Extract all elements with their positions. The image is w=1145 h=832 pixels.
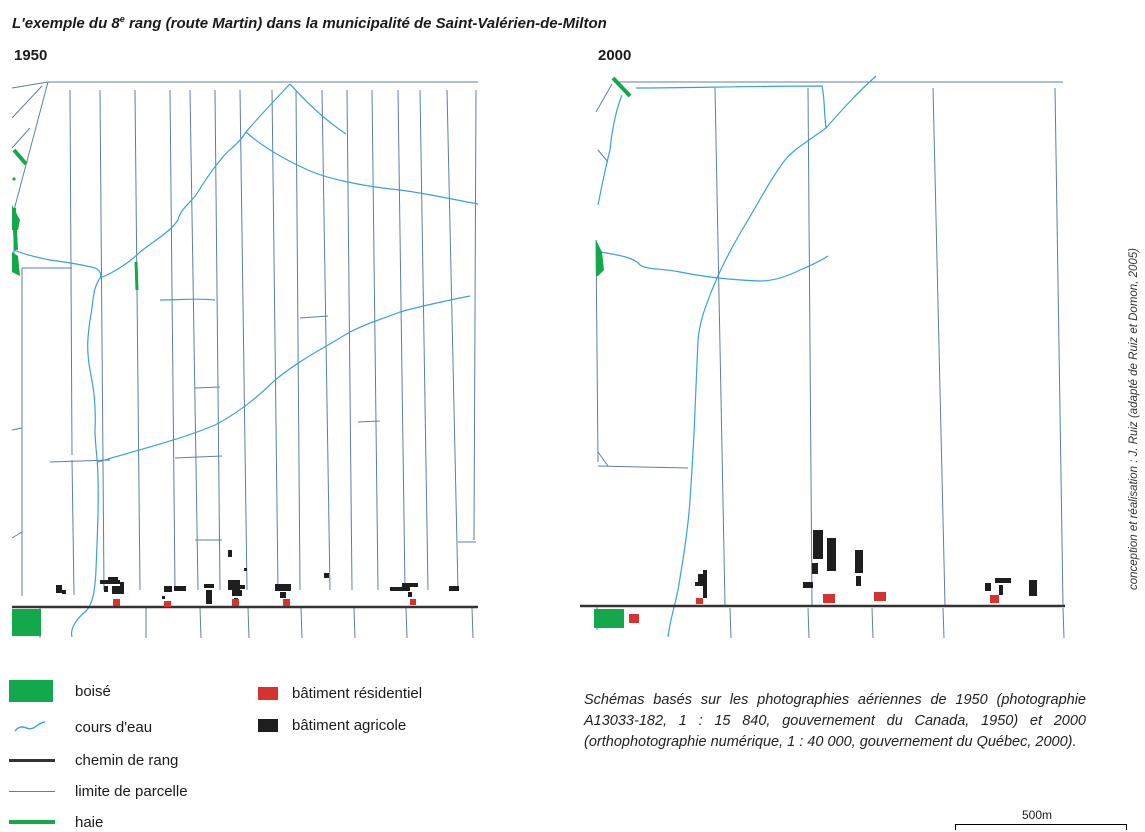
source-note: Schémas basés sur les photographies aéri… bbox=[584, 692, 1086, 750]
scale-label: 500m bbox=[1022, 808, 1053, 822]
woodlot-1950 bbox=[12, 609, 41, 636]
hedge-symbol bbox=[9, 812, 59, 832]
streams-2000 bbox=[597, 75, 877, 638]
stream-symbol bbox=[9, 717, 59, 737]
farm-buildings-2000 bbox=[695, 530, 1037, 598]
year-label-2000: 2000 bbox=[598, 47, 632, 64]
woodlot-2000 bbox=[594, 609, 624, 628]
map-1950 bbox=[11, 81, 479, 639]
legend-label-limite: limite de parcelle bbox=[75, 782, 188, 800]
woodlot-swatch bbox=[9, 680, 59, 702]
agricultural-swatch bbox=[258, 719, 278, 732]
legend-item-boise: boisé bbox=[9, 680, 111, 702]
scale-bar bbox=[955, 824, 1127, 830]
map-2000 bbox=[580, 75, 1065, 639]
road-symbol bbox=[9, 750, 59, 770]
hedges-1950 bbox=[11, 148, 139, 291]
residential-buildings-1950 bbox=[113, 599, 416, 607]
map-title: L'exemple du 8e rang (route Martin) dans… bbox=[12, 14, 607, 32]
legend-label-agricole: bâtiment agricole bbox=[292, 717, 407, 734]
hedges-2000 bbox=[596, 76, 632, 276]
legend-label-haie: haie bbox=[75, 813, 104, 831]
streams-1950 bbox=[13, 83, 479, 638]
parcel-limits-1950 bbox=[11, 81, 478, 639]
year-label-1950: 1950 bbox=[14, 47, 48, 64]
legend-label-boise: boisé bbox=[75, 682, 111, 700]
legend-item-chemin: chemin de rang bbox=[9, 750, 178, 770]
credit-text: conception et réalisation : J. Ruiz (ada… bbox=[1128, 248, 1140, 590]
farm-buildings-1950 bbox=[56, 550, 459, 604]
legend-item-agricole: bâtiment agricole bbox=[258, 717, 406, 734]
residential-swatch bbox=[258, 687, 278, 700]
legend-item-residentiel: bâtiment résidentiel bbox=[258, 685, 422, 702]
legend-label-cours-eau: cours d'eau bbox=[75, 718, 153, 736]
residential-buildings-2000 bbox=[629, 592, 999, 623]
legend-item-haie: haie bbox=[9, 812, 103, 832]
legend-item-cours-eau: cours d'eau bbox=[9, 717, 152, 737]
legend-label-chemin: chemin de rang bbox=[75, 751, 179, 769]
parcel-limits-2000 bbox=[595, 81, 1065, 639]
legend-label-residentiel: bâtiment résidentiel bbox=[292, 685, 423, 702]
parcel-limit-symbol bbox=[9, 781, 59, 801]
legend-item-limite: limite de parcelle bbox=[9, 781, 188, 801]
